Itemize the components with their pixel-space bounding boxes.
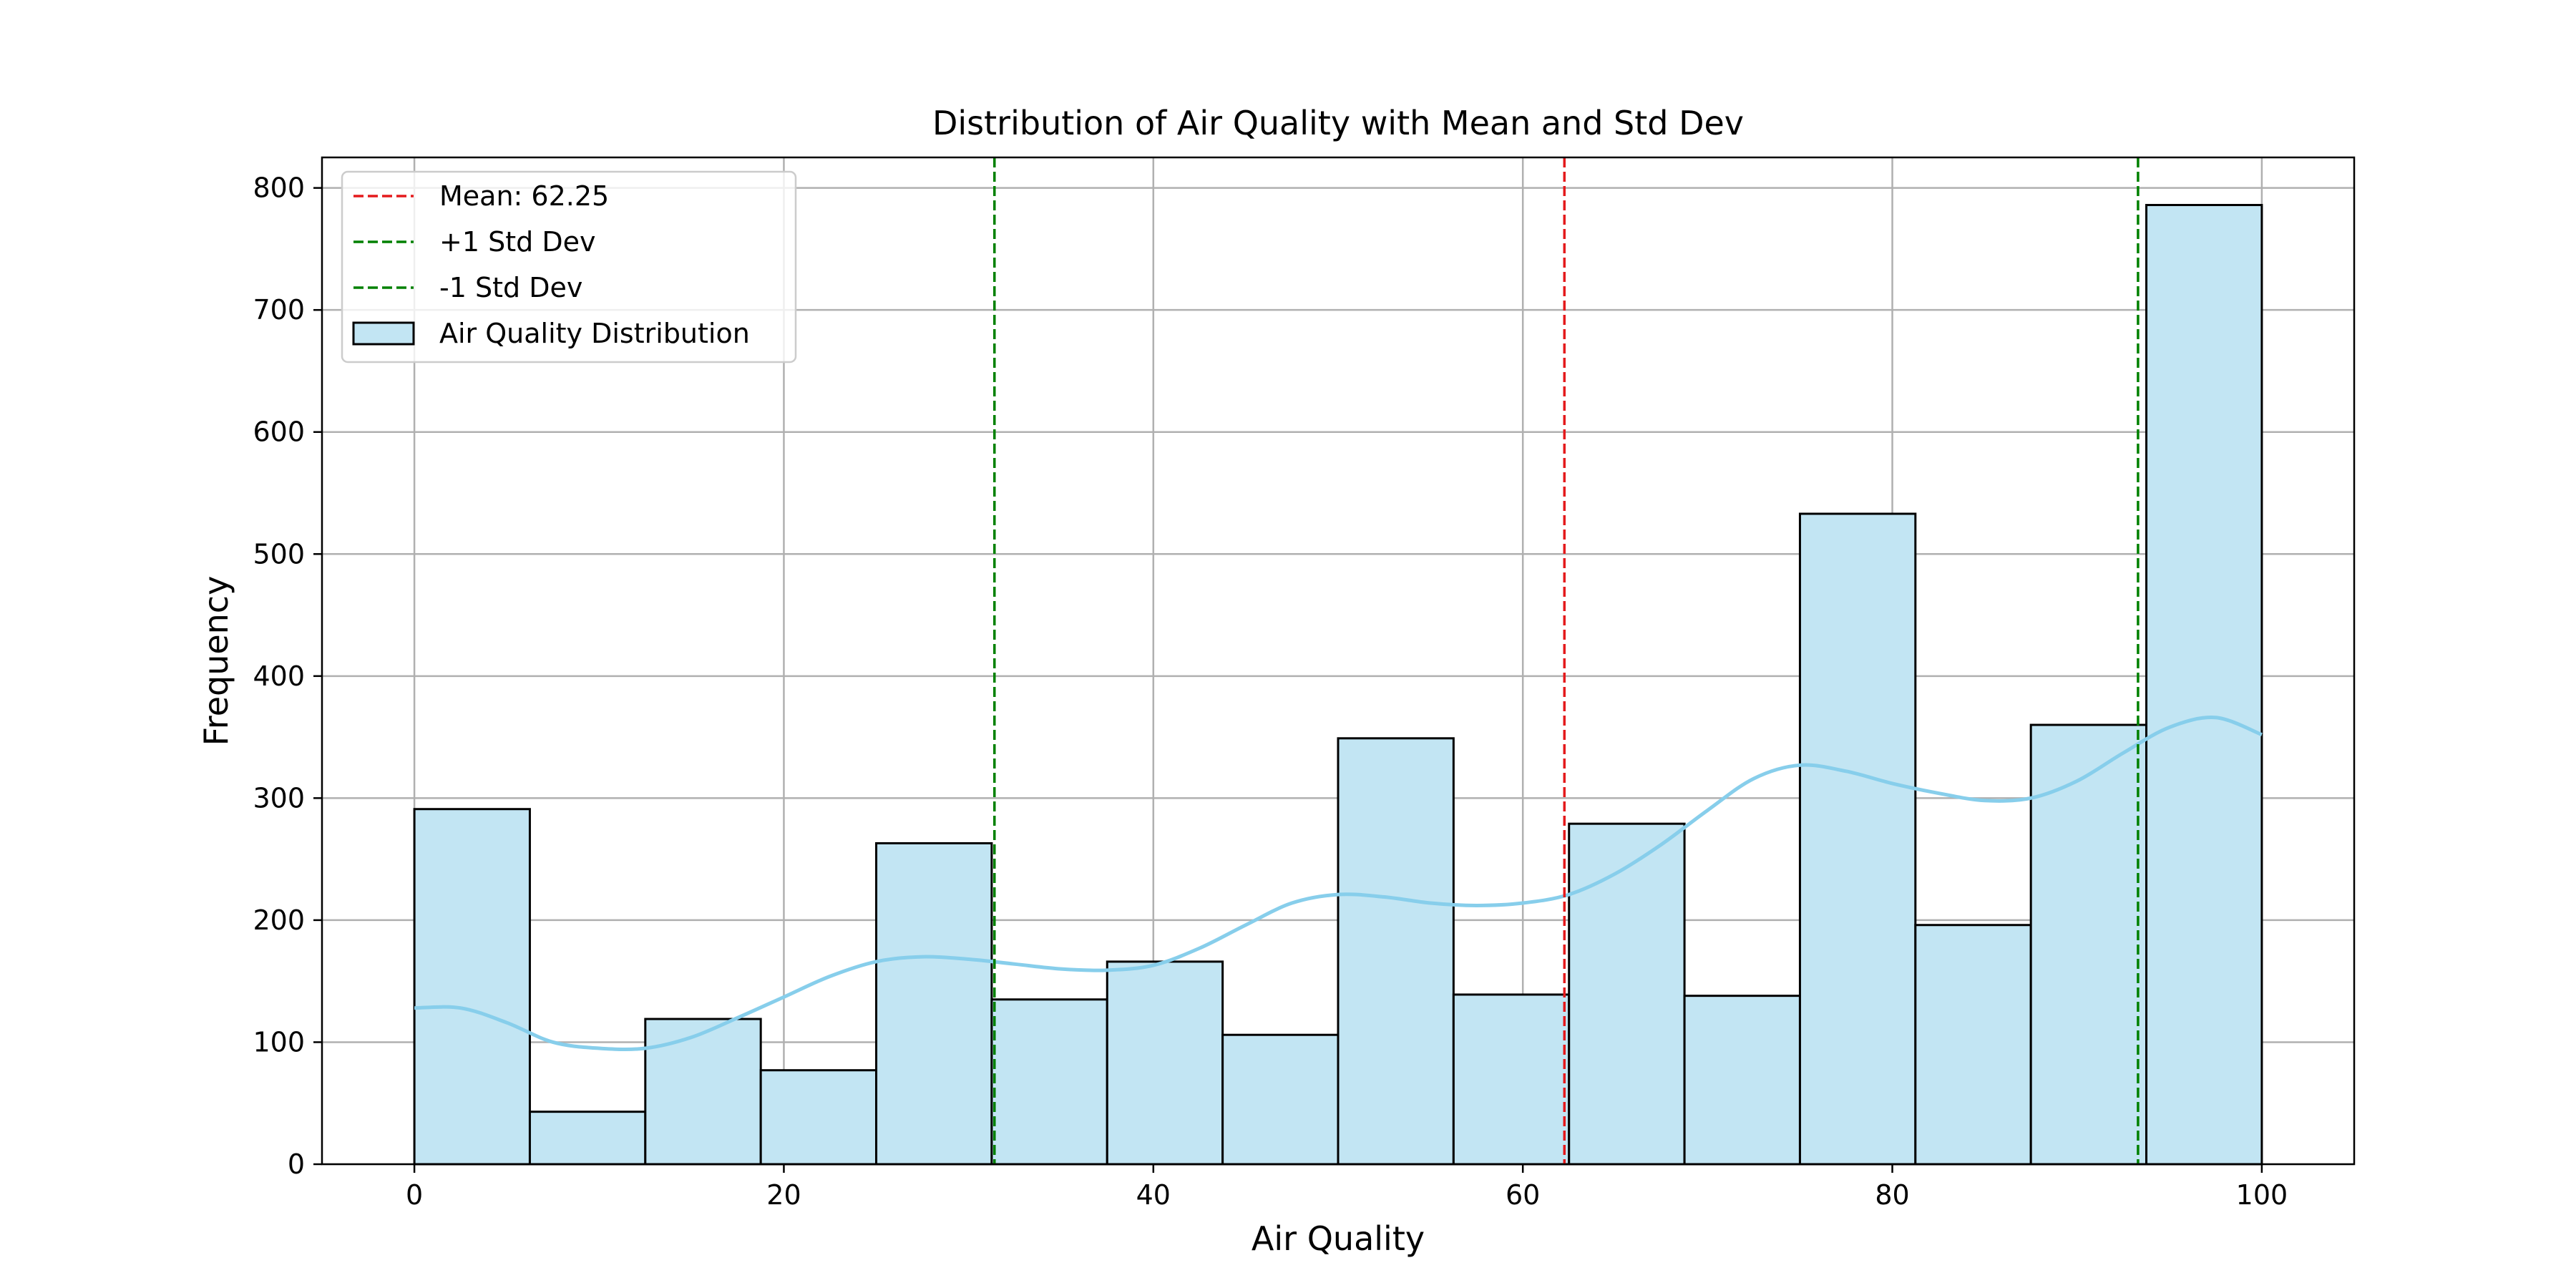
legend-label: -1 Std Dev [439, 272, 582, 303]
legend-label: +1 Std Dev [439, 226, 595, 258]
histogram-bar [644, 1018, 762, 1166]
histogram-bars [413, 204, 2263, 1166]
x-tick-label: 60 [1506, 1179, 1540, 1211]
x-tick-label: 0 [406, 1179, 423, 1211]
legend-box [341, 170, 797, 364]
histogram-bar [528, 1111, 647, 1166]
histogram-bar [1568, 822, 1686, 1166]
histogram-bar [1452, 993, 1571, 1166]
histogram-bar [990, 998, 1108, 1166]
y-tick-label: 600 [253, 416, 305, 448]
legend-label: Air Quality Distribution [439, 318, 750, 349]
y-tick-label: 400 [253, 660, 305, 692]
histogram-bar [2145, 204, 2263, 1166]
y-tick-label: 500 [253, 538, 305, 570]
y-tick-label: 800 [253, 172, 305, 204]
histogram-bar [1106, 960, 1224, 1166]
x-tick-label: 40 [1136, 1179, 1171, 1211]
y-tick-label: 0 [288, 1148, 305, 1180]
y-tick-label: 100 [253, 1026, 305, 1058]
y-tick-label: 200 [253, 904, 305, 936]
y-axis-ticks: 0 100 200 300 400 500 600 700 800 [253, 172, 322, 1180]
legend-label: Mean: 62.25 [439, 180, 609, 212]
y-tick-label: 300 [253, 782, 305, 814]
x-axis-label: Air Quality [1252, 1219, 1425, 1258]
y-tick-label: 700 [253, 294, 305, 326]
legend: Mean: 62.25 +1 Std Dev -1 Std Dev Air Quali… [341, 170, 797, 364]
kde-curve [414, 716, 2263, 1052]
histogram-bar [2029, 723, 2148, 1166]
histogram-bar [1683, 995, 1801, 1166]
histogram-bar [1337, 737, 1455, 1166]
histogram-bar [1914, 924, 2032, 1166]
x-tick-label: 100 [2236, 1179, 2288, 1211]
histogram-bar [1798, 512, 1917, 1166]
x-tick-label: 20 [766, 1179, 801, 1211]
legend-swatch-bar [352, 321, 415, 346]
histogram-bar [413, 808, 531, 1166]
axes-frame [321, 156, 2356, 1166]
reference-lines [993, 157, 2140, 1164]
histogram-bar [1221, 1033, 1340, 1166]
histogram-bar [759, 1069, 878, 1166]
chart-title: Distribution of Air Quality with Mean an… [932, 104, 1744, 142]
x-tick-label: 80 [1875, 1179, 1909, 1211]
y-axis-label: Frequency [197, 576, 235, 746]
histogram-bar [875, 841, 993, 1166]
x-axis-ticks: 0 20 40 60 80 100 [406, 1164, 2288, 1211]
